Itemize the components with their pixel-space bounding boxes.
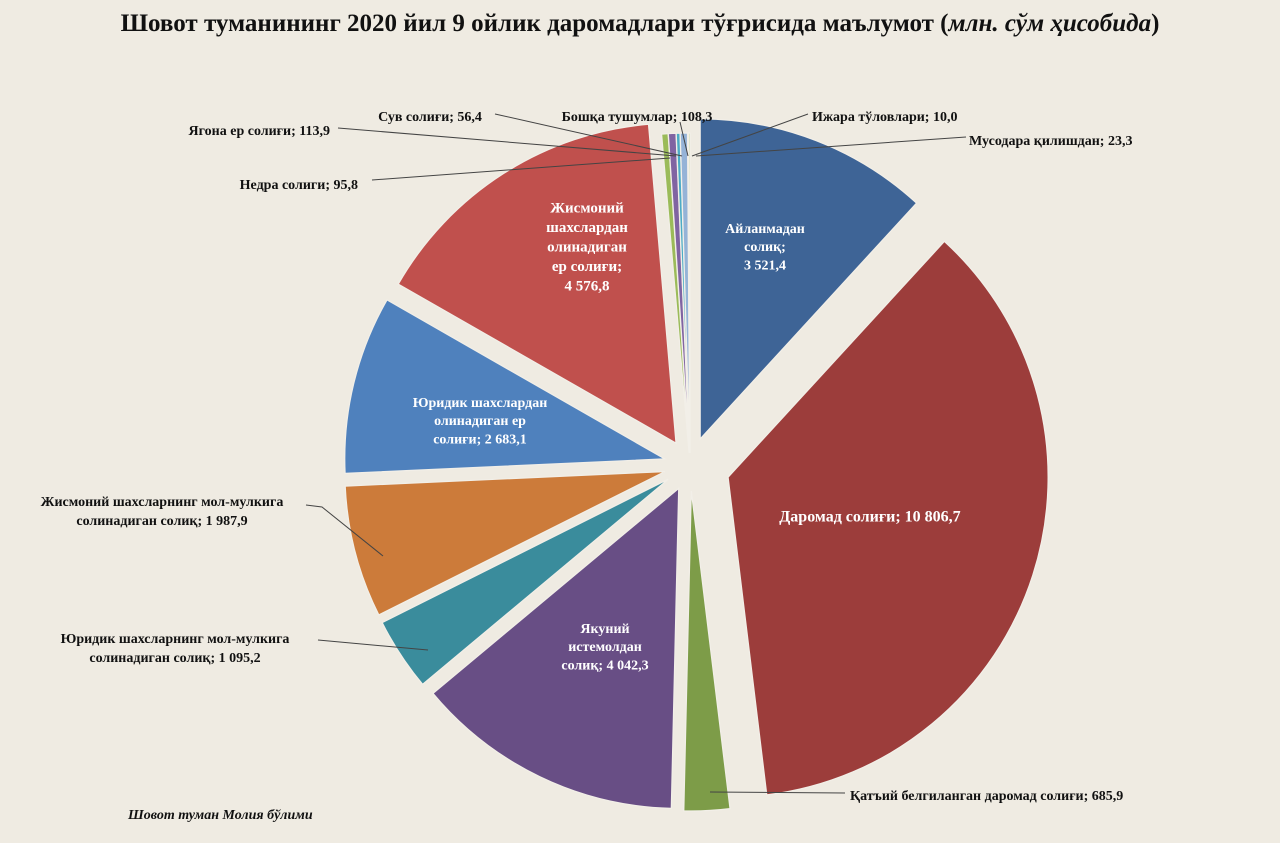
slice-outer-label-4-line-1: солинадиган солиқ; 1 095,2 — [89, 651, 260, 666]
slice-outer-label-13-line-0: Мусодара қилишдан; 23,3 — [969, 134, 1132, 149]
slice-outer-label-4-line-0: Юридик шахсларнинг мол-мулкига — [61, 632, 290, 647]
pie-slice-5 — [344, 471, 666, 616]
leader-line-8 — [371, 157, 671, 181]
pie-slice-13 — [687, 132, 691, 454]
slice-data-label-7-line-2: олинадиган — [547, 239, 627, 255]
leader-line-9 — [337, 127, 677, 157]
source-footer: Шовот туман Молия бўлими — [128, 808, 313, 823]
chart-title-paren-close: ) — [1151, 10, 1160, 37]
slice-outer-label-10-line-0: Сув солиғи; 56,4 — [378, 110, 482, 125]
leader-line-10 — [494, 113, 683, 157]
slice-data-label-7-line-0: Жисмоний — [550, 200, 624, 216]
leader-line-11 — [679, 121, 689, 157]
leader-line-5 — [305, 504, 384, 557]
leader-line-12 — [691, 113, 809, 157]
chart-title-unit: млн. сўм ҳисобида — [948, 10, 1152, 37]
chart-title-main: Шовот туманининг 2020 йил 9 ойлик дарома… — [120, 10, 934, 37]
slice-data-label-7-line-1: шахслардан — [546, 220, 628, 236]
slice-data-label-7-line-3: ер солиғи; — [552, 259, 622, 275]
leader-line-13 — [695, 136, 967, 157]
pie-slice-4 — [381, 478, 669, 686]
pie-slice-3 — [432, 487, 680, 809]
slice-outer-label-2-line-0: Қатъий белгиланган даромад солиғи; 685,9 — [850, 789, 1123, 804]
slice-outer-label-5-line-0: Жисмоний шахсларнинг мол-мулкига — [41, 495, 284, 510]
leader-line-2 — [709, 791, 846, 794]
leader-line-4 — [317, 639, 429, 651]
slice-outer-label-5-line-1: солинадиган солиқ; 1 987,9 — [76, 514, 247, 529]
slice-data-label-0-line-0: Айланмадан — [725, 222, 805, 237]
slice-data-label-0-line-1: солиқ; — [744, 240, 786, 255]
pie-slice-7 — [397, 123, 677, 445]
slice-outer-label-9-line-0: Ягона ер солиғи; 113,9 — [189, 124, 330, 139]
slice-data-label-6-line-1: олинадиган ер — [434, 414, 526, 429]
slice-data-label-6-line-0: Юридик шахслардан — [413, 396, 548, 411]
pie-slice-1 — [727, 240, 1049, 796]
slice-data-label-7-line-4: 4 576,8 — [565, 278, 610, 294]
slice-data-label-0-line-2: 3 521,4 — [744, 258, 786, 273]
slice-data-label-3-line-1: истемолдан — [568, 640, 642, 655]
chart-title: Шовот туманининг 2020 йил 9 ойлик дарома… — [0, 10, 1280, 38]
slice-data-label-1-line-0: Даромад солиғи; 10 806,7 — [779, 509, 960, 526]
slice-data-label-3-line-0: Якуний — [580, 622, 629, 637]
slice-outer-label-12-line-0: Ижара тўловлари; 10,0 — [812, 110, 957, 125]
pie-slice-2 — [683, 490, 731, 812]
pie-slice-0 — [699, 118, 918, 441]
slice-data-label-3-line-2: солиқ; 4 042,3 — [561, 658, 648, 673]
slice-outer-label-11-line-0: Бошқа тушумлар; 108,3 — [562, 110, 713, 125]
slice-outer-label-8-line-0: Недра солиги; 95,8 — [240, 178, 358, 193]
slice-data-label-6-line-2: солиғи; 2 683,1 — [433, 432, 527, 447]
chart-title-paren-open: ( — [933, 10, 949, 37]
pie-slice-6 — [344, 299, 667, 475]
